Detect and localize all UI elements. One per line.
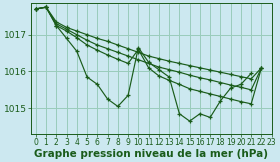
X-axis label: Graphe pression niveau de la mer (hPa): Graphe pression niveau de la mer (hPa)	[34, 149, 268, 159]
